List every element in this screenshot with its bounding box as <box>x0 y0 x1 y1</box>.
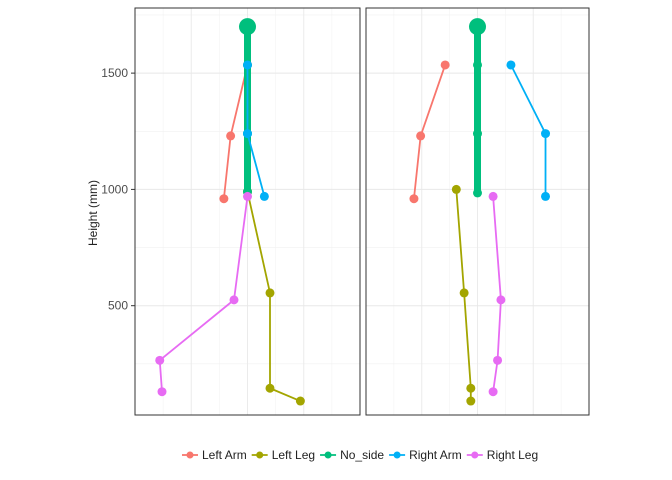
legend-key-point <box>186 451 194 459</box>
data-point-right-leg <box>493 355 503 365</box>
data-point-right-leg <box>243 191 252 201</box>
data-point-right-arm <box>243 60 252 70</box>
series-line-right-leg <box>158 196 249 392</box>
legend-label: Right Leg <box>487 448 538 462</box>
panel-right <box>365 7 590 416</box>
data-point-left-leg <box>466 383 476 393</box>
data-point-left-arm <box>409 194 419 204</box>
head-point <box>239 18 256 36</box>
panel-left <box>134 7 361 416</box>
data-point-right-arm <box>541 191 551 201</box>
data-point-right-leg <box>488 191 498 201</box>
data-point-right-arm <box>259 191 269 201</box>
data-point-left-arm <box>226 131 236 141</box>
data-point-left-arm <box>219 194 229 204</box>
legend-key-point <box>471 451 479 459</box>
data-point-no-side <box>473 188 482 198</box>
data-point-right-arm <box>243 129 252 139</box>
legend-item-right-leg: Right Leg <box>466 448 538 462</box>
data-point-right-arm <box>506 60 516 70</box>
data-point-right-leg <box>496 295 506 305</box>
series-line-left-leg <box>246 191 301 402</box>
legend-item-left-leg: Left Leg <box>251 448 315 462</box>
data-point-no-side <box>473 60 482 70</box>
data-point-no-side <box>473 129 482 139</box>
data-point-left-leg <box>451 184 461 194</box>
legend: Left Arm Left Leg No_side Right Arm Right Le… <box>182 448 538 462</box>
legend-label: No_side <box>340 448 384 462</box>
y-tick-label: 1500 <box>101 66 128 80</box>
y-tick-label: 1000 <box>101 182 128 196</box>
series-line-right-leg <box>492 196 502 392</box>
legend-item-left-arm: Left Arm <box>182 448 247 462</box>
data-point-left-leg <box>265 383 275 393</box>
data-point-right-leg <box>229 295 239 305</box>
data-point-right-leg <box>488 387 498 397</box>
legend-key-point <box>393 451 401 459</box>
data-point-left-leg <box>459 288 469 298</box>
data-point-left-leg <box>466 396 476 406</box>
data-point-left-arm <box>416 131 426 141</box>
legend-label: Right Arm <box>409 448 462 462</box>
legend-label: Left Leg <box>272 448 315 462</box>
data-point-left-leg <box>265 288 275 298</box>
data-point-right-leg <box>155 355 165 365</box>
data-point-right-leg <box>157 387 167 397</box>
legend-label: Left Arm <box>202 448 247 462</box>
panel-border <box>365 7 590 416</box>
legend-item-no-side: No_side <box>320 448 384 462</box>
y-axis-label: Height (mm) <box>86 180 100 246</box>
head-point <box>469 18 486 36</box>
panel-border <box>134 7 361 416</box>
legend-item-right-arm: Right Arm <box>389 448 462 462</box>
y-tick-label: 500 <box>108 299 128 313</box>
data-point-left-arm <box>440 60 450 70</box>
legend-key-point <box>324 451 332 459</box>
y-axis: 500 1000 1500 <box>101 66 135 313</box>
panels <box>134 7 590 416</box>
data-point-left-leg <box>295 396 305 406</box>
series-line-left-leg <box>455 189 472 402</box>
data-point-right-arm <box>541 129 551 139</box>
legend-key-point <box>256 451 264 459</box>
